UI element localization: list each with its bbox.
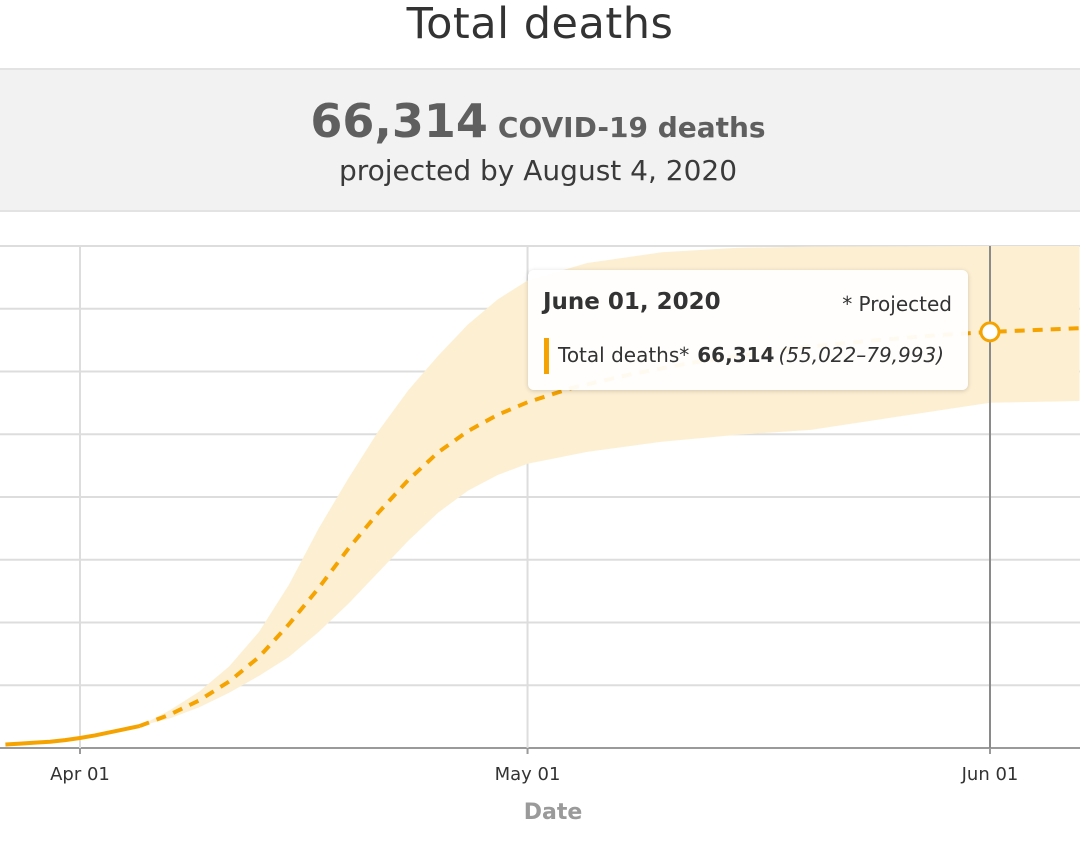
x-tick-label: Apr 01 [50,764,110,785]
x-axis-title: Date [523,800,583,825]
tooltip-series-swatch [544,338,549,374]
projected-deaths-value: 66,314 [310,94,488,148]
summary-panel: 66,314 COVID-19 deaths projected by Augus… [0,68,1080,212]
x-tick-label: Jun 01 [961,764,1019,785]
summary-subtitle: projected by August 4, 2020 [338,154,738,187]
x-axis-ticks: Apr 01 May 01 Jun 01 [50,748,1018,785]
summary-headline: 66,314 COVID-19 deaths [0,94,1080,148]
tooltip-series-label: Total deaths* [558,343,690,367]
chart-title: Total deaths [406,0,674,49]
marker-layer [979,321,1001,343]
chart-series [5,326,1080,747]
reported-deaths-line [5,724,141,747]
projected-deaths-label: COVID-19 deaths [497,111,766,144]
x-tick-label: May 01 [495,764,561,785]
tooltip-row: Total deaths* 66,314 (55,022–79,993) [558,343,944,367]
tooltip-value: 66,314 [697,343,775,367]
projected-deaths-line [138,326,1080,728]
hover-point-marker [979,321,1001,343]
tooltip-range: (55,022–79,993) [778,343,945,367]
hover-tooltip: June 01, 2020 * Projected Total deaths* 6… [528,270,968,390]
tooltip-date: June 01, 2020 [543,289,721,315]
tooltip-projected-note: * Projected [842,292,952,316]
